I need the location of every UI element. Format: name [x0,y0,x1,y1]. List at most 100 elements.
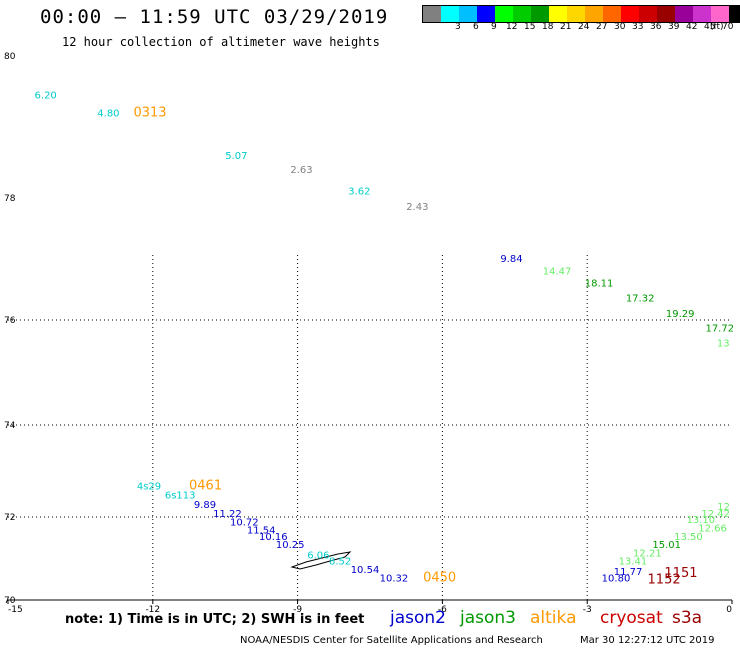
legend-swatch [603,6,621,22]
wave-height-label: 6.20 [35,91,57,102]
satellite-altika: altika [530,608,577,628]
wave-height-label: 12.42 [701,509,730,520]
wave-height-label: 4.80 [97,108,119,119]
legend-swatch [495,6,513,22]
wave-height-label: 15.01 [652,540,681,551]
wave-height-label: 6.06 [307,551,329,562]
wave-height-label: 19.29 [666,309,695,320]
wave-height-label: 18.11 [585,278,614,289]
satellite-cryosat: cryosat [600,608,663,628]
wave-height-label: 0313 [133,105,166,120]
wave-height-label: 0450 [423,570,456,585]
legend-swatch [711,6,729,22]
x-tick-label: -12 [145,605,160,615]
wave-height-label: 4s29 [137,481,161,492]
y-tick-label: 70 [4,596,16,606]
wave-height-label: 12 [717,502,730,513]
credit-text: NOAA/NESDIS Center for Satellite Applica… [240,635,543,646]
legend-label: 24 [578,22,590,32]
wave-height-label: 3.62 [348,186,370,197]
legend-swatch [567,6,585,22]
axis-ticks: -15 -12 -9 -6 -3 0 80 78 76 74 72 70 [4,52,733,615]
legend-swatch [693,6,711,22]
legend-label: 30 [614,22,626,32]
satellite-s3a: s3a [672,608,703,628]
legend-swatch [657,6,675,22]
x-tick-label: -6 [438,605,447,615]
observation-labels: 6.20 4.80 0313 5.07 2.63 3.62 2.43 9.84 14.47 18.… [35,91,735,588]
legend-swatch [621,6,639,22]
legend-unit: (ft) [710,22,724,32]
wave-height-label: 8.52 [329,557,351,568]
wave-height-label: 10.80 [602,573,631,584]
wave-height-label: 1151 [664,566,697,581]
y-tick-label: 72 [4,513,15,523]
wave-height-label: 2.63 [290,165,312,176]
wave-height-label: 11.22 [213,509,242,520]
legend-label: 33 [632,22,644,32]
x-tick-label: -9 [293,605,302,615]
legend-label: 39 [668,22,680,32]
legend-label: 3 [455,22,461,32]
wave-height-label: 12.21 [633,548,662,559]
legend-swatch [441,6,459,22]
wave-height-label: 17.32 [626,294,655,305]
legend-label: 45 [704,22,716,32]
wave-height-label: 5.07 [225,151,247,162]
y-tick-label: 78 [4,194,16,204]
page-title: 00:00 – 11:59 UTC 03/29/2019 [40,6,389,28]
wave-height-label: 1152 [648,572,681,587]
y-tick-label: 76 [4,316,16,326]
legend-label: 42 [686,22,698,32]
wave-height-label: 10.25 [276,540,305,551]
wave-height-label: 13 [717,338,730,349]
wave-height-label: 17.72 [705,324,734,335]
legend-swatch [477,6,495,22]
legend-label: 6 [473,22,479,32]
wave-height-label: 11.54 [247,526,276,537]
wave-height-label: 11.77 [614,567,643,578]
page-subtitle: 12 hour collection of altimeter wave hei… [62,35,380,49]
legend-swatch [675,6,693,22]
wave-height-label: 0461 [189,478,222,493]
y-tick-label: 74 [4,421,16,431]
legend-label: 18 [542,22,554,32]
legend-swatch [513,6,531,22]
wave-height-label: 10.54 [351,565,380,576]
wave-height-label: 13.41 [619,557,648,568]
legend-label: 70 [722,22,734,32]
satellite-jason3: jason3 [460,608,516,628]
x-tick-label: -3 [583,605,592,615]
legend-swatch [459,6,477,22]
legend-swatch [729,6,740,22]
legend-swatch [423,6,441,22]
footnote: note: 1) Time is in UTC; 2) SWH is in fe… [65,612,365,627]
legend-swatch [549,6,567,22]
wave-height-label: 14.47 [543,266,572,277]
wave-height-label: 9.84 [500,254,522,265]
x-tick-label: 0 [726,605,732,615]
legend-label: 27 [596,22,608,32]
map-grid [8,255,732,601]
wave-height-label: 10.16 [259,532,288,543]
wave-height-label: 9.89 [194,500,216,511]
wave-height-label: 13.10 [686,515,715,526]
y-tick-label: 80 [4,52,16,62]
color-scale-labels: 3 6 9 12 15 18 21 24 27 30 33 36 39 42 45 70 (ft) [422,22,740,34]
wave-height-label: 13.50 [674,532,703,543]
wave-height-label: 10.32 [380,573,409,584]
satellite-jason2: jason2 [390,608,446,628]
island-outline [290,551,352,570]
wave-height-label: 2.43 [406,202,428,213]
x-tick-label: -15 [8,605,23,615]
legend-label: 21 [560,22,572,32]
timestamp-text: Mar 30 12:27:12 UTC 2019 [580,635,715,646]
legend-label: 12 [506,22,518,32]
legend-label: 15 [524,22,536,32]
wave-height-label: 10.72 [230,517,259,528]
wave-height-label: 6s113 [165,491,196,502]
legend-label: 36 [650,22,662,32]
jan-mayen-island [290,551,352,570]
legend-swatch [639,6,657,22]
